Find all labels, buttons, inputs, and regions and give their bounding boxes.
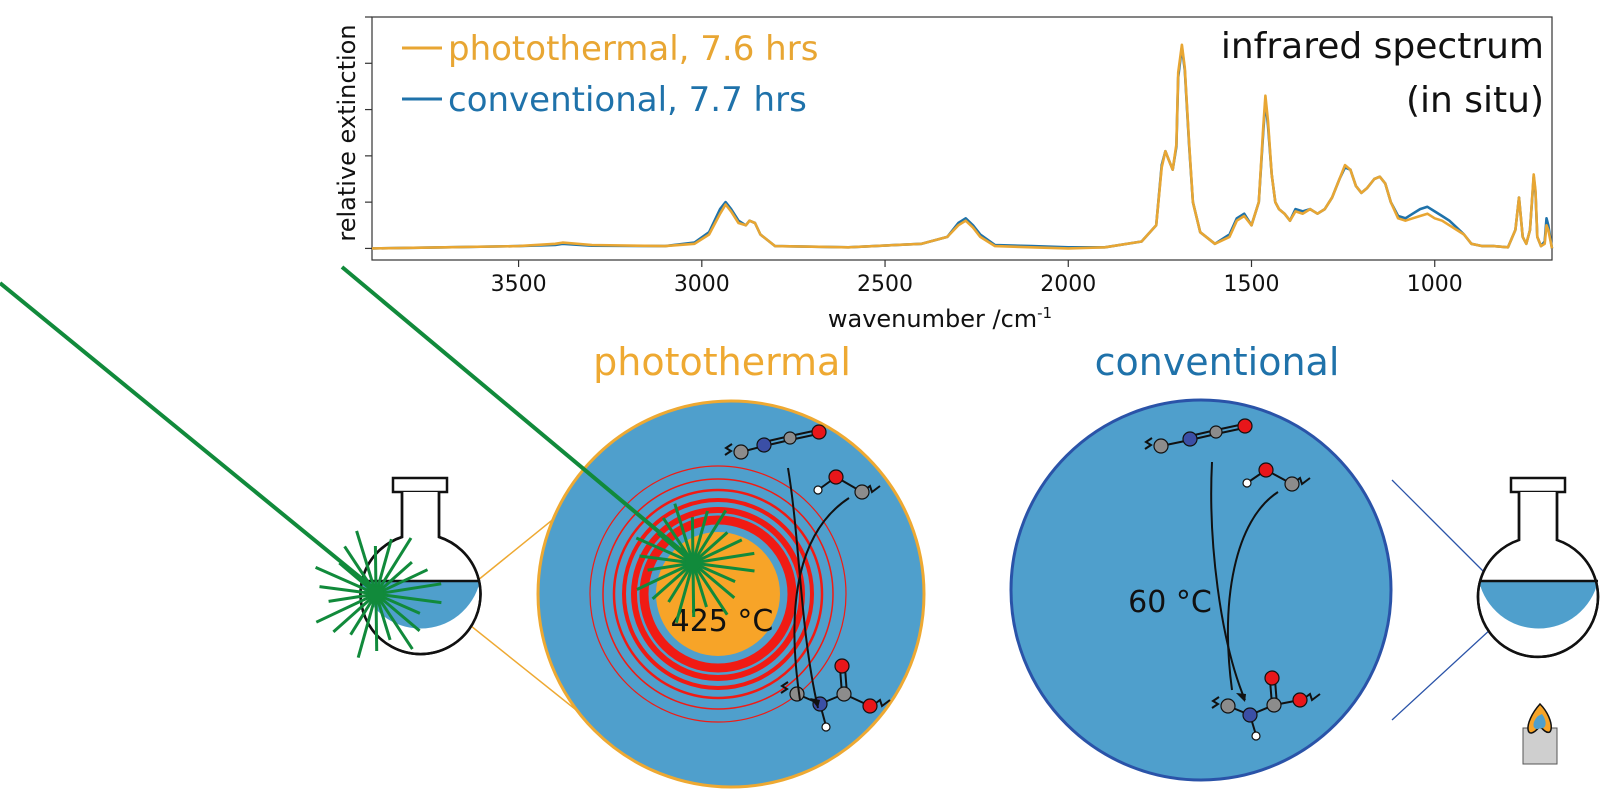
photothermal-title: photothermal [593, 340, 851, 384]
laser-ray [692, 561, 755, 573]
photothermal-temperature: 425 °C [671, 604, 774, 639]
laser-ray [661, 517, 695, 564]
laser-focus [368, 586, 384, 602]
laser-ray [374, 538, 393, 595]
laser-ray [692, 551, 755, 565]
x-axis-label: wavenumber /cm-1 [828, 304, 1052, 333]
legend-separator: , [679, 29, 701, 69]
laser-ray [375, 592, 442, 605]
laser-ray [673, 503, 695, 564]
candle-icon [1522, 702, 1558, 765]
spectrum-series [371, 43, 1554, 250]
legend-separator: , [667, 80, 689, 120]
laser-ray [374, 593, 414, 650]
laser-ray [692, 538, 743, 565]
legend-entry-photothermal: photothermal, 7.6 hrs [448, 29, 818, 69]
urethane-molecule-conventional [1211, 670, 1321, 741]
plot-frame [371, 16, 1553, 261]
conventional-zoom-circle [1009, 398, 1393, 782]
laser-ray [375, 560, 413, 596]
laser-ray [691, 509, 728, 564]
conventional-temperature: 60 °C [1128, 585, 1212, 620]
laser-ray [374, 537, 413, 595]
chart-subtitle: (in situ) [1406, 80, 1544, 121]
laser-ray [691, 510, 709, 564]
laser-ray [343, 545, 378, 595]
laser-ray [636, 561, 694, 591]
x-tick-label: 2000 [1040, 272, 1096, 297]
laser-burst-hotspot [635, 503, 755, 624]
laser-ray [314, 566, 377, 596]
laser-ray [374, 593, 379, 652]
x-tick-label: 3000 [674, 272, 730, 297]
chart-title: infrared spectrum [1221, 26, 1544, 67]
legend-series-name: photothermal [448, 29, 679, 69]
chart-legend: photothermal, 7.6 hrs conventional, 7.7 … [402, 29, 818, 120]
laser-ray [319, 585, 377, 596]
reaction-arrows-conventional [1210, 461, 1279, 702]
laser-ray [373, 545, 378, 595]
laser-ray [674, 562, 695, 624]
legend-series-value: 7.7 hrs [689, 80, 807, 120]
laser-ray [332, 592, 377, 634]
laser-ray [375, 568, 429, 596]
laser-ray [691, 562, 696, 618]
x-tick-label: 1500 [1224, 272, 1280, 297]
laser-ray [355, 530, 378, 595]
x-axis-label-superscript: -1 [1037, 304, 1052, 322]
laser-ray [338, 561, 377, 596]
x-axis-label-text: wavenumber /cm [828, 305, 1037, 333]
reaction-arrows-photothermal [787, 467, 850, 709]
y-axis-label: relative extinction [333, 24, 361, 241]
x-tick-label: 1000 [1407, 272, 1463, 297]
alcohol-molecule-photothermal [813, 469, 881, 500]
x-tick-label: 2500 [857, 272, 913, 297]
laser-ray [691, 562, 729, 616]
conventional-title: conventional [1095, 340, 1340, 384]
x-axis-ticks: 3500 3000 2500 2000 1500 1000 [491, 260, 1463, 297]
flask-photothermal [359, 476, 482, 656]
legend-series-name: conventional [448, 80, 667, 120]
isocyanate-molecule-conventional [1144, 418, 1253, 454]
legend-series-value: 7.6 hrs [700, 29, 818, 69]
laser-ray [356, 593, 378, 659]
legend-entry-conventional: conventional, 7.7 hrs [448, 80, 807, 120]
alcohol-molecule-conventional [1242, 462, 1311, 492]
series-line-photothermal [371, 43, 1554, 250]
laser-ray [315, 592, 377, 624]
laser-ray [375, 592, 421, 632]
ir-spectrum-chart: 3500 3000 2500 2000 1500 1000 relative extinc… [333, 16, 1554, 333]
laser-ray [692, 561, 736, 599]
laser-beams [0, 265, 697, 594]
series-line-conventional [371, 45, 1554, 250]
laser-focus [685, 555, 701, 571]
laser-ray [651, 561, 694, 601]
x-tick-label: 3500 [491, 272, 547, 297]
flask-conventional [1476, 476, 1600, 659]
laser-ray [374, 593, 392, 641]
laser-ray [375, 582, 442, 596]
laser-ray [635, 536, 694, 565]
isocyanate-molecule-photothermal [724, 424, 827, 460]
laser-burst-flask [314, 530, 442, 659]
laser-ray [639, 554, 694, 565]
y-axis-ticks [365, 16, 372, 250]
